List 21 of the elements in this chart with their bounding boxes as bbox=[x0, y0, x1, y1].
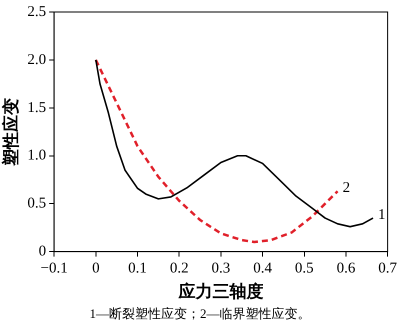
x-tick-label: 0.7 bbox=[378, 260, 398, 277]
y-tick-label: 1.5 bbox=[27, 100, 46, 116]
x-tick-label: 0.6 bbox=[336, 260, 356, 277]
x-tick-label: −0.1 bbox=[40, 260, 68, 277]
y-tick-label: 2.0 bbox=[27, 52, 46, 68]
y-axis-title: 塑性应变 bbox=[0, 98, 21, 167]
x-tick-label: 0 bbox=[92, 260, 100, 277]
series-label: 1 bbox=[378, 206, 386, 223]
x-axis-title: 应力三轴度 bbox=[177, 282, 264, 302]
y-tick-label: 1.0 bbox=[27, 148, 46, 164]
x-tick-label: 0.3 bbox=[212, 260, 230, 277]
y-tick-label: 2.5 bbox=[27, 4, 46, 20]
x-tick-label: 0.1 bbox=[128, 260, 147, 277]
x-tick-label: 0.5 bbox=[294, 260, 314, 277]
text: 1—断裂塑性应变；2—临界塑性应变。 bbox=[88, 305, 312, 323]
y-tick-label: 0 bbox=[38, 244, 46, 260]
line-series bbox=[94, 58, 339, 244]
x-tick-label: 0.4 bbox=[253, 260, 272, 277]
x-tick-label: 0.2 bbox=[170, 260, 189, 277]
series-label: 2 bbox=[342, 180, 350, 196]
y-tick-label: 0.5 bbox=[27, 196, 46, 212]
